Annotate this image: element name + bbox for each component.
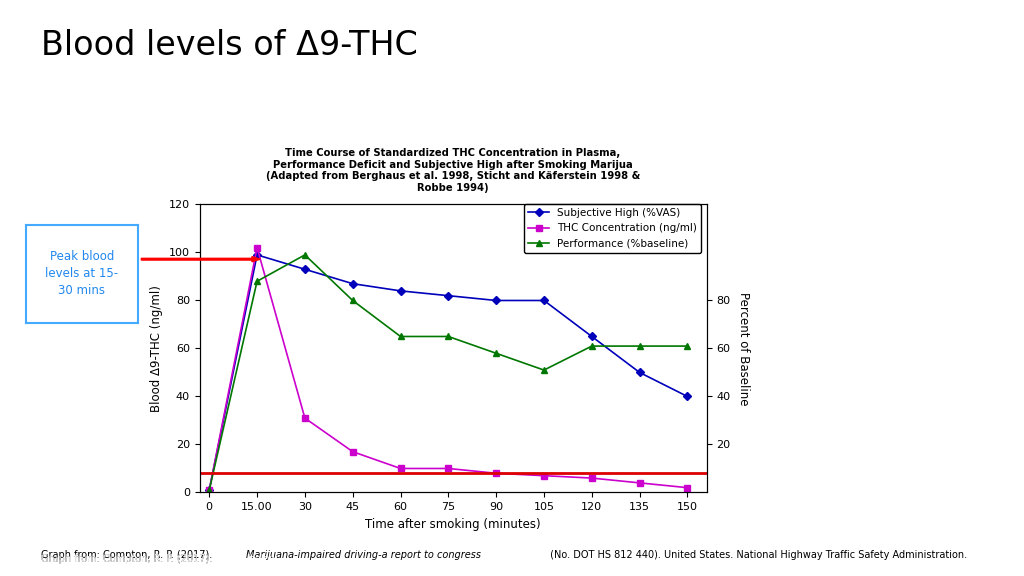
Legend: Subjective High (%VAS), THC Concentration (ng/ml), Performance (%baseline): Subjective High (%VAS), THC Concentratio…: [524, 204, 701, 253]
Performance (%baseline): [490, 350, 503, 357]
Subjective High (%VAS): [346, 281, 358, 287]
Performance (%baseline): [394, 333, 407, 340]
Text: Graph from: Compton, R. P. (2017). — see below: Graph from: Compton, R. P. (2017). — see…: [41, 555, 278, 564]
Performance (%baseline): [634, 343, 646, 350]
Text: Blood levels of Δ9-THC: Blood levels of Δ9-THC: [41, 29, 418, 62]
Line: Performance (%baseline): Performance (%baseline): [206, 251, 691, 494]
Text: Time Course of Standardized THC Concentration in Plasma,
Performance Deficit and: Time Course of Standardized THC Concentr…: [266, 148, 640, 193]
Subjective High (%VAS): [251, 251, 263, 258]
Performance (%baseline): [346, 297, 358, 304]
Performance (%baseline): [299, 251, 311, 258]
Subjective High (%VAS): [442, 292, 455, 299]
THC Concentration (ng/ml): [634, 479, 646, 486]
Subjective High (%VAS): [681, 393, 693, 400]
Performance (%baseline): [681, 343, 693, 350]
Subjective High (%VAS): [586, 333, 598, 340]
Subjective High (%VAS): [299, 266, 311, 273]
Subjective High (%VAS): [634, 369, 646, 376]
THC Concentration (ng/ml): [442, 465, 455, 472]
THC Concentration (ng/ml): [586, 475, 598, 482]
Y-axis label: Percent of Baseline: Percent of Baseline: [737, 291, 750, 406]
THC Concentration (ng/ml): [490, 470, 503, 477]
Text: (No. DOT HS 812 440). United States. National Highway Traffic Safety Administrat: (No. DOT HS 812 440). United States. Nat…: [547, 550, 967, 560]
Performance (%baseline): [203, 487, 215, 494]
Subjective High (%VAS): [203, 487, 215, 494]
Text: Graph from: Compton, R. P. (2017).: Graph from: Compton, R. P. (2017).: [41, 555, 215, 564]
Y-axis label: Blood Δ9-THC (ng/ml): Blood Δ9-THC (ng/ml): [151, 285, 163, 412]
Subjective High (%VAS): [490, 297, 503, 304]
Subjective High (%VAS): [538, 297, 550, 304]
Performance (%baseline): [586, 343, 598, 350]
Text: Graph from: Compton, R. P. (2017).: Graph from: Compton, R. P. (2017).: [41, 550, 215, 560]
THC Concentration (ng/ml): [346, 448, 358, 455]
Performance (%baseline): [442, 333, 455, 340]
Text: Peak blood
levels at 15-
30 mins: Peak blood levels at 15- 30 mins: [45, 250, 119, 297]
Performance (%baseline): [251, 278, 263, 285]
Performance (%baseline): [538, 367, 550, 374]
Subjective High (%VAS): [394, 287, 407, 294]
THC Concentration (ng/ml): [538, 472, 550, 479]
THC Concentration (ng/ml): [203, 487, 215, 494]
THC Concentration (ng/ml): [681, 484, 693, 491]
THC Concentration (ng/ml): [251, 244, 263, 251]
THC Concentration (ng/ml): [394, 465, 407, 472]
Line: Subjective High (%VAS): Subjective High (%VAS): [207, 252, 690, 493]
X-axis label: Time after smoking (minutes): Time after smoking (minutes): [366, 518, 541, 530]
Text: Marijuana-impaired driving-a report to congress: Marijuana-impaired driving-a report to c…: [247, 550, 481, 560]
Line: THC Concentration (ng/ml): THC Concentration (ng/ml): [207, 245, 690, 493]
THC Concentration (ng/ml): [299, 415, 311, 422]
